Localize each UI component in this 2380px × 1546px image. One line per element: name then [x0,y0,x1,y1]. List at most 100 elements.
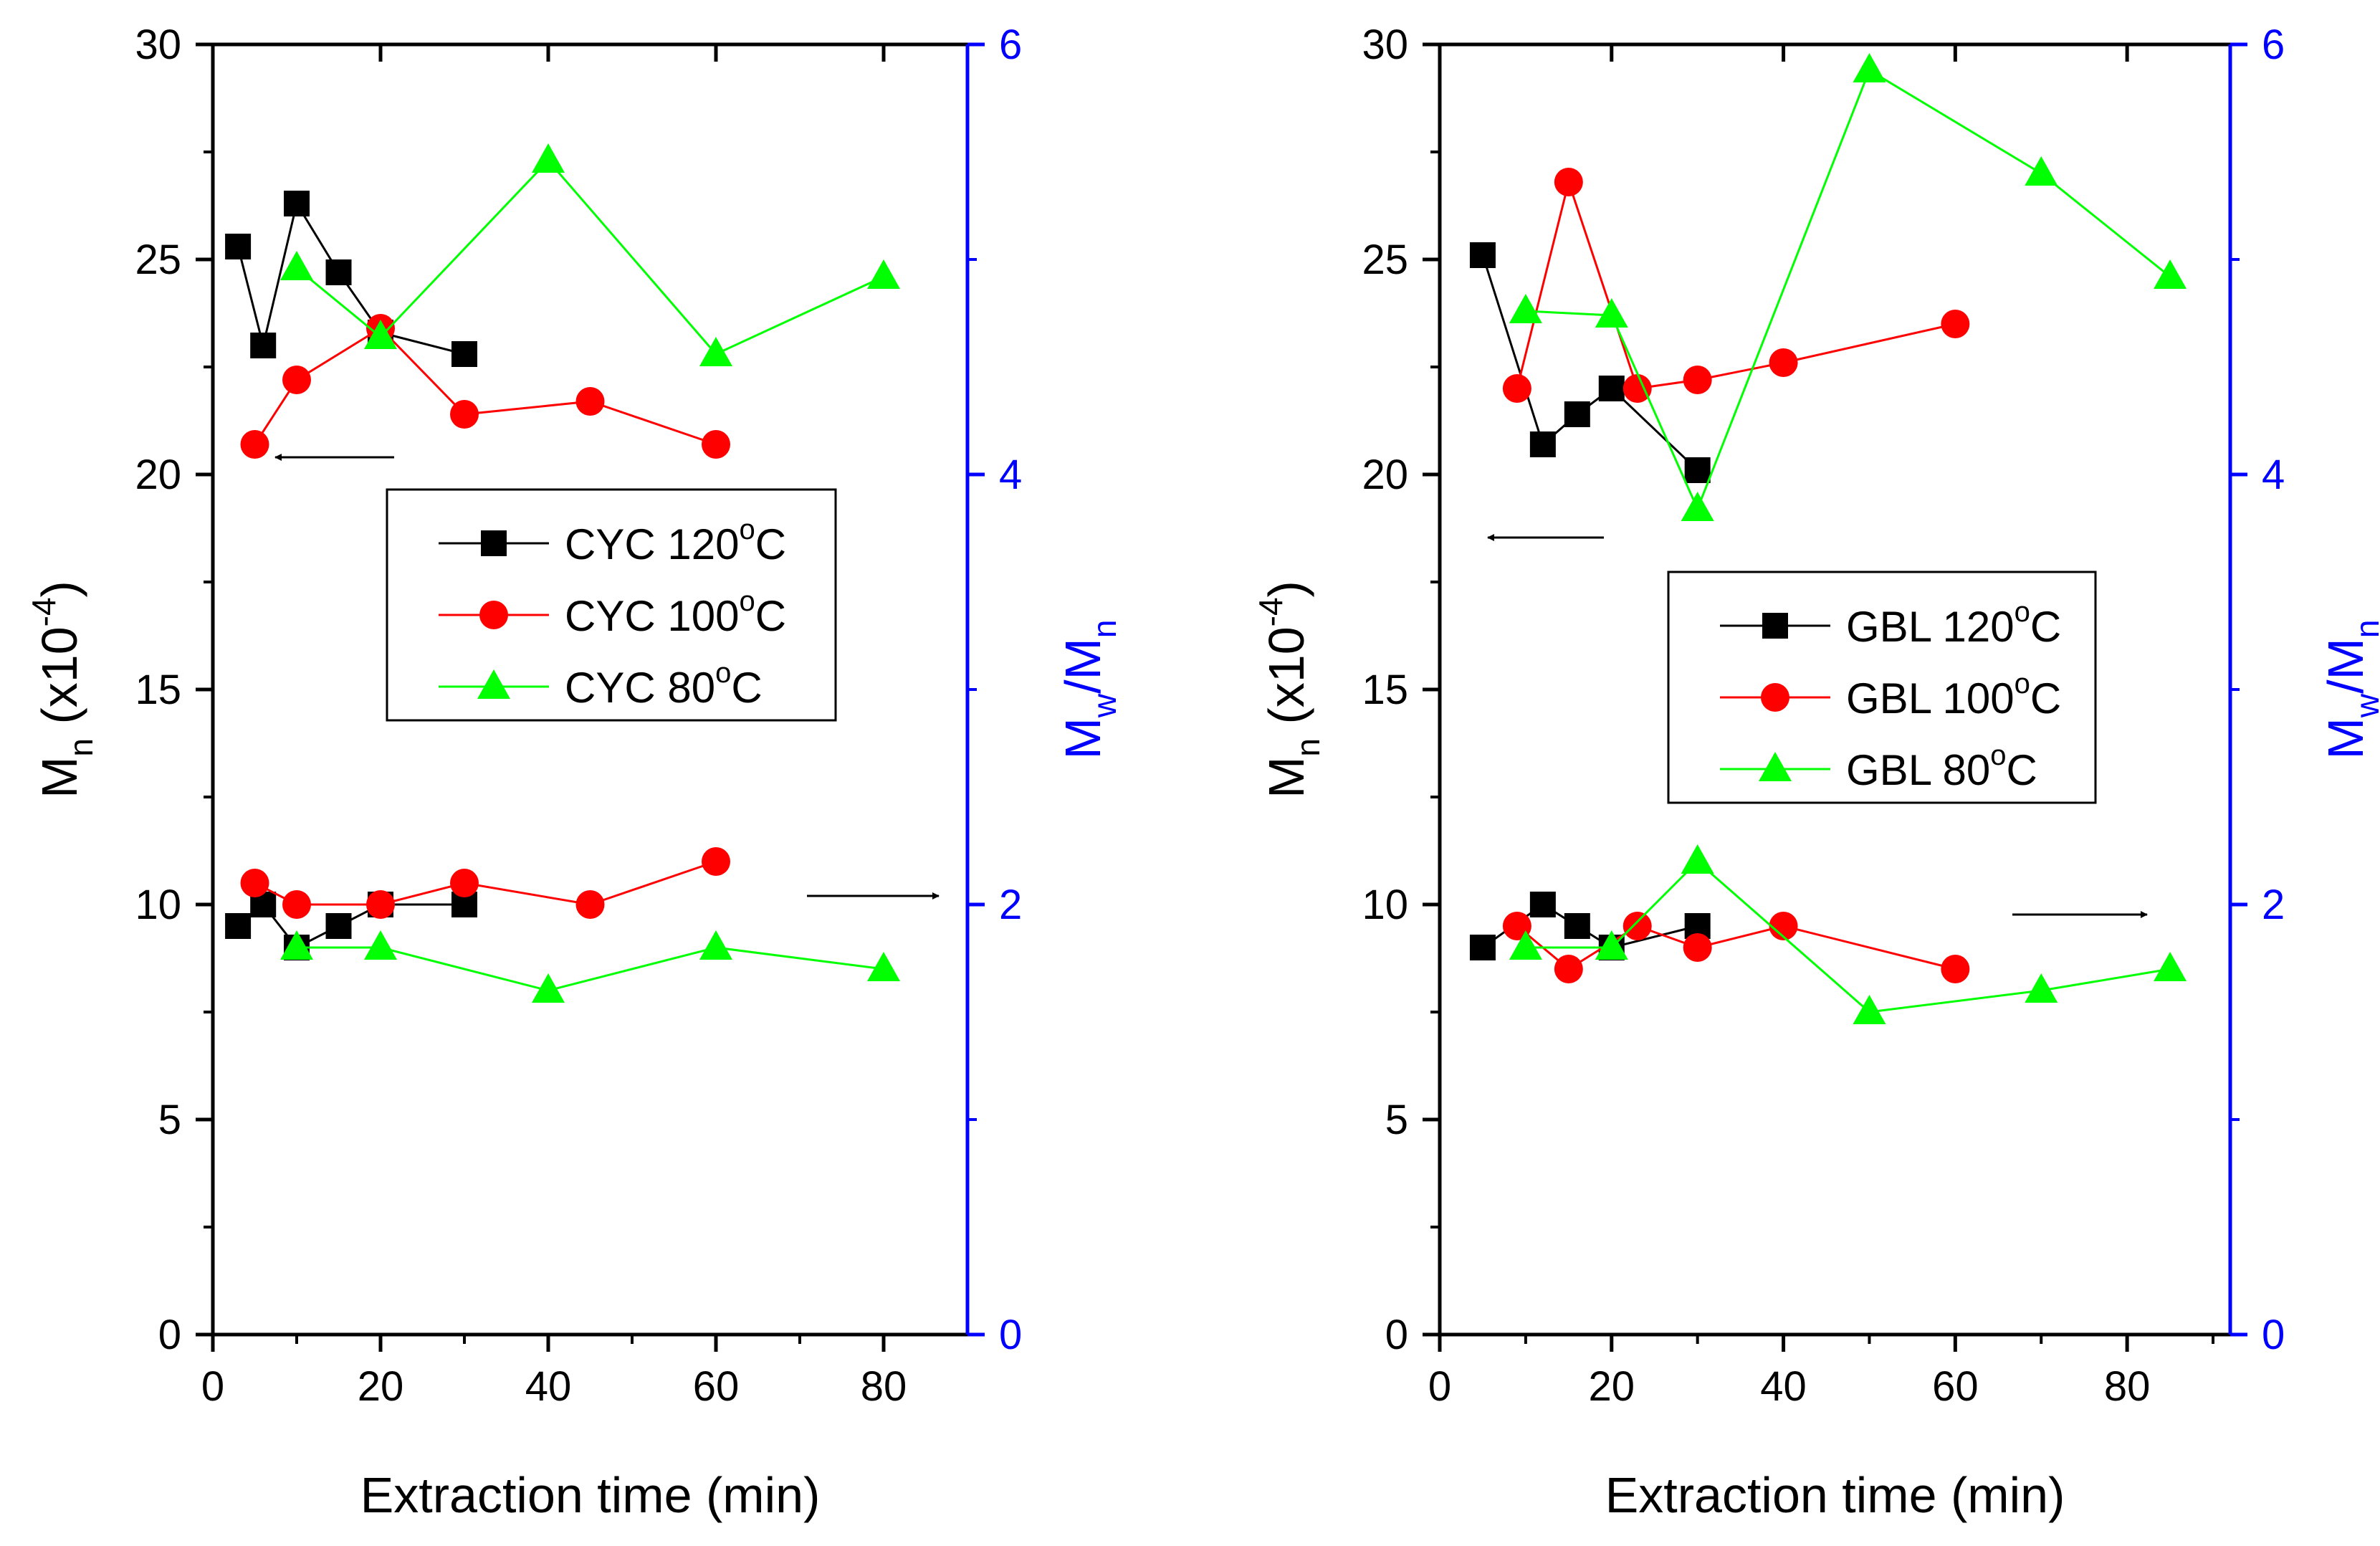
x-tick-label: 80 [2104,1363,2151,1410]
x-tick-label: 40 [1760,1363,1807,1410]
pdi-data-point [1595,930,1628,960]
y-right-tick-label: 4 [999,452,1022,498]
pdi-data-point [325,913,352,939]
mn-data-point [450,400,479,429]
legend-label-degree: o [715,657,731,689]
pdi-data-point [282,890,311,919]
y-right-tick-label: 2 [2262,882,2285,928]
legend-label-degree: o [2015,596,2030,628]
y-right-label-slash: /M [2318,638,2374,694]
mn-data-point [2154,259,2187,289]
legend-label-unit: C [2030,674,2061,722]
x-tick-label: 60 [693,1363,740,1410]
pdi-data-point [532,973,565,1003]
mn-data-point [282,366,311,394]
y-right-axis-label: Mw/Mn [2318,620,2380,760]
mn-data-point [1684,457,1711,483]
y-left-tick-label: 25 [1362,237,1408,283]
pdi-data-point [1564,913,1590,939]
mn-data-point [1502,374,1531,403]
y-left-label-end: ) [32,581,87,597]
legend-label-text: CYC 120 [565,520,739,568]
legend-label-text: CYC 100 [565,592,739,640]
y-left-label-sub: n [62,738,100,757]
mn-data-point [240,430,269,459]
pdi-data-point [575,890,605,919]
legend-label: GBL 80oC [1846,740,2037,794]
legend-item: CYC 120oC [439,514,786,568]
y-left-tick-label: 0 [158,1312,181,1358]
mn-data-point [280,251,313,280]
y-left-tick-label: 0 [1385,1312,1408,1358]
legend-box [1667,571,2097,804]
legend-item: CYC 100oC [439,586,786,640]
y-right-label-a: M [1055,717,1111,759]
mn-data-point [2025,156,2058,186]
legend-label-unit: C [755,592,786,640]
mn-data-point [867,259,900,289]
legend-label-degree: o [2015,668,2030,700]
mn-data-point [250,333,277,358]
legend-label-text: GBL 100 [1846,674,2015,722]
mn-data-point [575,387,605,416]
mn-data-point [699,337,732,366]
mn-data-point [1683,366,1712,394]
pdi-data-point [1769,912,1798,940]
y-left-label-mid: (x10 [32,626,87,738]
series-circle [240,314,730,919]
mn-data-point [1941,310,1970,338]
mn-data-point [1681,492,1714,521]
y-right-tick-label: 6 [999,22,1022,68]
pdi-data-point [1683,933,1712,962]
y-left-label-end: ) [1258,581,1314,597]
legend-marker [481,530,507,556]
y-left-axis-label: Mn (x10-4) [25,581,100,798]
pdi-data-point [1622,912,1652,940]
y-right-label-a-sub: w [2348,693,2380,718]
y-left-label-mid: (x10 [1258,626,1314,738]
pdi-data-point [2025,973,2058,1003]
mn-data-point [364,320,397,349]
legend-marker [479,601,508,629]
mn-data-point [1853,53,1886,82]
legend-label: GBL 100oC [1846,668,2061,722]
mn-data-point [284,191,310,216]
legend-marker [1762,613,1788,639]
pdi-data-point [1469,935,1496,960]
mn-data-point [325,259,352,285]
pdi-data-point [1509,930,1542,960]
legend-marker [1761,683,1789,712]
x-axis-label: Extraction time (min) [1605,1467,2065,1523]
y-left-tick-label: 20 [135,452,181,498]
pdi-data-point [240,869,269,897]
pdi-data-point [1853,995,1886,1024]
y-left-tick-label: 25 [135,237,181,283]
mn-data-point [1554,168,1583,196]
y-left-label-sub: n [1289,738,1327,757]
mn-data-point [532,143,565,173]
y-right-label-b-sub: n [2348,620,2380,639]
legend-item: GBL 80oC [1720,740,2037,794]
x-tick-label: 40 [525,1363,572,1410]
chart-panel-cyc: 0 20 40 60 80 0 5 10 15 20 25 30 0 2 4 6 Extraction time… [25,22,1123,1523]
mn-data-point [1509,294,1542,323]
y-left-tick-label: 20 [1362,452,1408,498]
legend-label-degree: o [1990,740,2006,771]
series-triangle [1509,53,2187,1024]
pdi-data-point [699,930,732,960]
pdi-series-line [1525,859,2171,1013]
legend-label-text: GBL 120 [1846,603,2015,651]
legend-box [386,488,837,722]
chart-panel-gbl: 0 20 40 60 80 0 5 10 15 20 25 30 0 2 4 6 Extraction time… [1252,22,2380,1523]
mn-data-point [1469,242,1496,268]
x-tick-label: 20 [358,1363,404,1410]
y-right-label-a: M [2318,717,2374,759]
legend-label: GBL 120oC [1846,596,2061,651]
x-tick-label: 80 [861,1363,907,1410]
y-left-label-base: M [1258,757,1314,798]
x-tick-label: 0 [1428,1363,1451,1410]
mn-series-line [254,327,717,446]
mn-data-point [1769,348,1798,377]
